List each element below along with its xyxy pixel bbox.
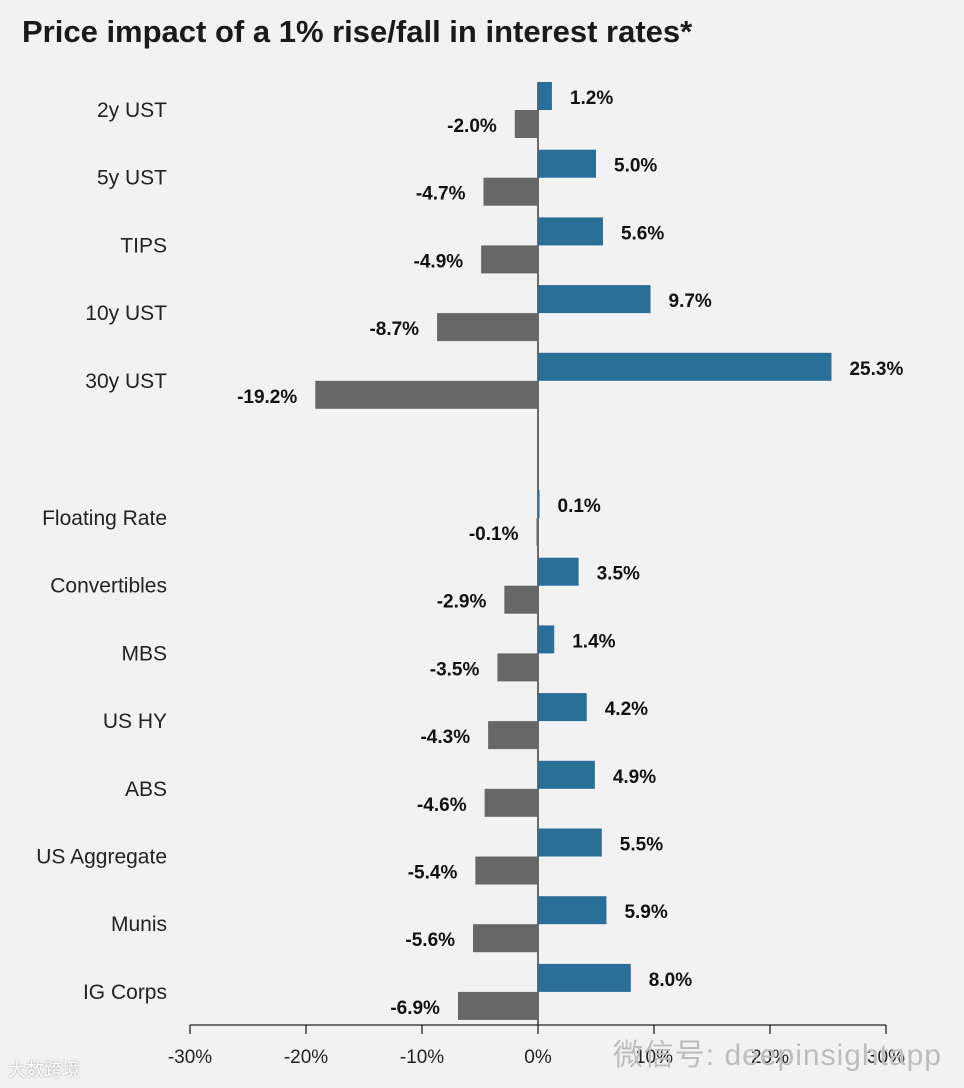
category-label: US HY [103, 710, 167, 733]
category-label: TIPS [120, 234, 167, 257]
wechat-watermark: 微信号: deepinsightapp [612, 1039, 942, 1072]
data-label-rise: 0.1% [558, 496, 601, 517]
data-label-rise: 1.4% [572, 631, 615, 652]
category-label: Floating Rate [42, 507, 167, 530]
data-label-fall: -5.6% [405, 930, 455, 951]
data-label-fall: -8.7% [369, 319, 419, 340]
bar-fall [457, 991, 538, 1020]
x-tick-label: 10% [635, 1047, 673, 1068]
category-label: IG Corps [83, 981, 167, 1004]
x-tick-label: 30% [867, 1047, 905, 1068]
data-label-fall: -19.2% [237, 387, 297, 408]
category-label: MBS [121, 642, 167, 665]
data-label-rise: 5.5% [620, 835, 663, 856]
bar-fall [484, 788, 538, 817]
data-label-rise: 5.9% [624, 902, 667, 923]
bar-rise [538, 149, 596, 178]
bar-rise [538, 217, 603, 246]
bar-rise [538, 828, 602, 857]
bar-fall [514, 110, 538, 138]
category-label: ABS [125, 778, 167, 801]
data-label-rise: 3.5% [597, 564, 640, 585]
data-label-fall: -4.3% [420, 727, 470, 748]
bar-rise [538, 82, 552, 110]
data-label-fall: -2.9% [437, 592, 487, 613]
x-tick-label: 0% [524, 1047, 552, 1068]
data-label-fall: -0.1% [469, 524, 519, 545]
bar-rise [538, 352, 832, 381]
category-label: Munis [111, 913, 167, 936]
data-label-fall: -4.9% [414, 251, 464, 272]
bar-fall [536, 518, 538, 546]
category-label: 2y UST [97, 99, 167, 122]
x-tick-label: -30% [168, 1047, 212, 1068]
category-label: US Aggregate [36, 846, 167, 869]
bar-rise [538, 896, 607, 925]
data-label-fall: -4.7% [416, 184, 466, 205]
bar-rise [538, 760, 595, 789]
category-label: 5y UST [97, 167, 167, 190]
bar-fall [315, 380, 538, 409]
x-tick-label: -10% [400, 1047, 444, 1068]
data-label-fall: -5.4% [408, 863, 458, 884]
data-label-rise: 5.6% [621, 223, 664, 244]
bar-rise [538, 693, 587, 722]
data-label-rise: 4.2% [605, 699, 648, 720]
bar-fall [483, 177, 538, 206]
data-label-fall: -4.6% [417, 795, 467, 816]
data-label-fall: -6.9% [390, 998, 440, 1019]
bar-rise [538, 625, 555, 654]
bar-fall [437, 313, 538, 342]
data-label-rise: 5.0% [614, 156, 657, 177]
data-label-rise: 9.7% [669, 291, 712, 312]
corner-logo: 大数跨境 [8, 1060, 80, 1080]
bar-fall [475, 856, 538, 885]
bar-fall [497, 653, 538, 682]
category-label: 10y UST [85, 302, 167, 325]
x-tick-label: -20% [284, 1047, 328, 1068]
bar-rise [538, 963, 631, 992]
bar-fall [504, 585, 538, 614]
data-label-rise: 25.3% [849, 359, 903, 380]
data-label-fall: -3.5% [430, 659, 480, 680]
data-label-rise: 8.0% [649, 970, 692, 991]
bar-fall [481, 245, 538, 274]
bar-rise [538, 490, 540, 518]
data-label-fall: -2.0% [447, 116, 497, 137]
data-label-rise: 1.2% [570, 88, 613, 109]
data-label-rise: 4.9% [613, 767, 656, 788]
bar-fall [473, 924, 538, 953]
chart-title: Price impact of a 1% rise/fall in intere… [22, 14, 693, 49]
bar-rise [538, 285, 651, 314]
x-tick-label: 20% [751, 1047, 789, 1068]
bar-rise [538, 557, 579, 586]
bar-fall [488, 721, 538, 750]
category-label: Convertibles [50, 575, 167, 598]
category-label: 30y UST [85, 370, 167, 393]
